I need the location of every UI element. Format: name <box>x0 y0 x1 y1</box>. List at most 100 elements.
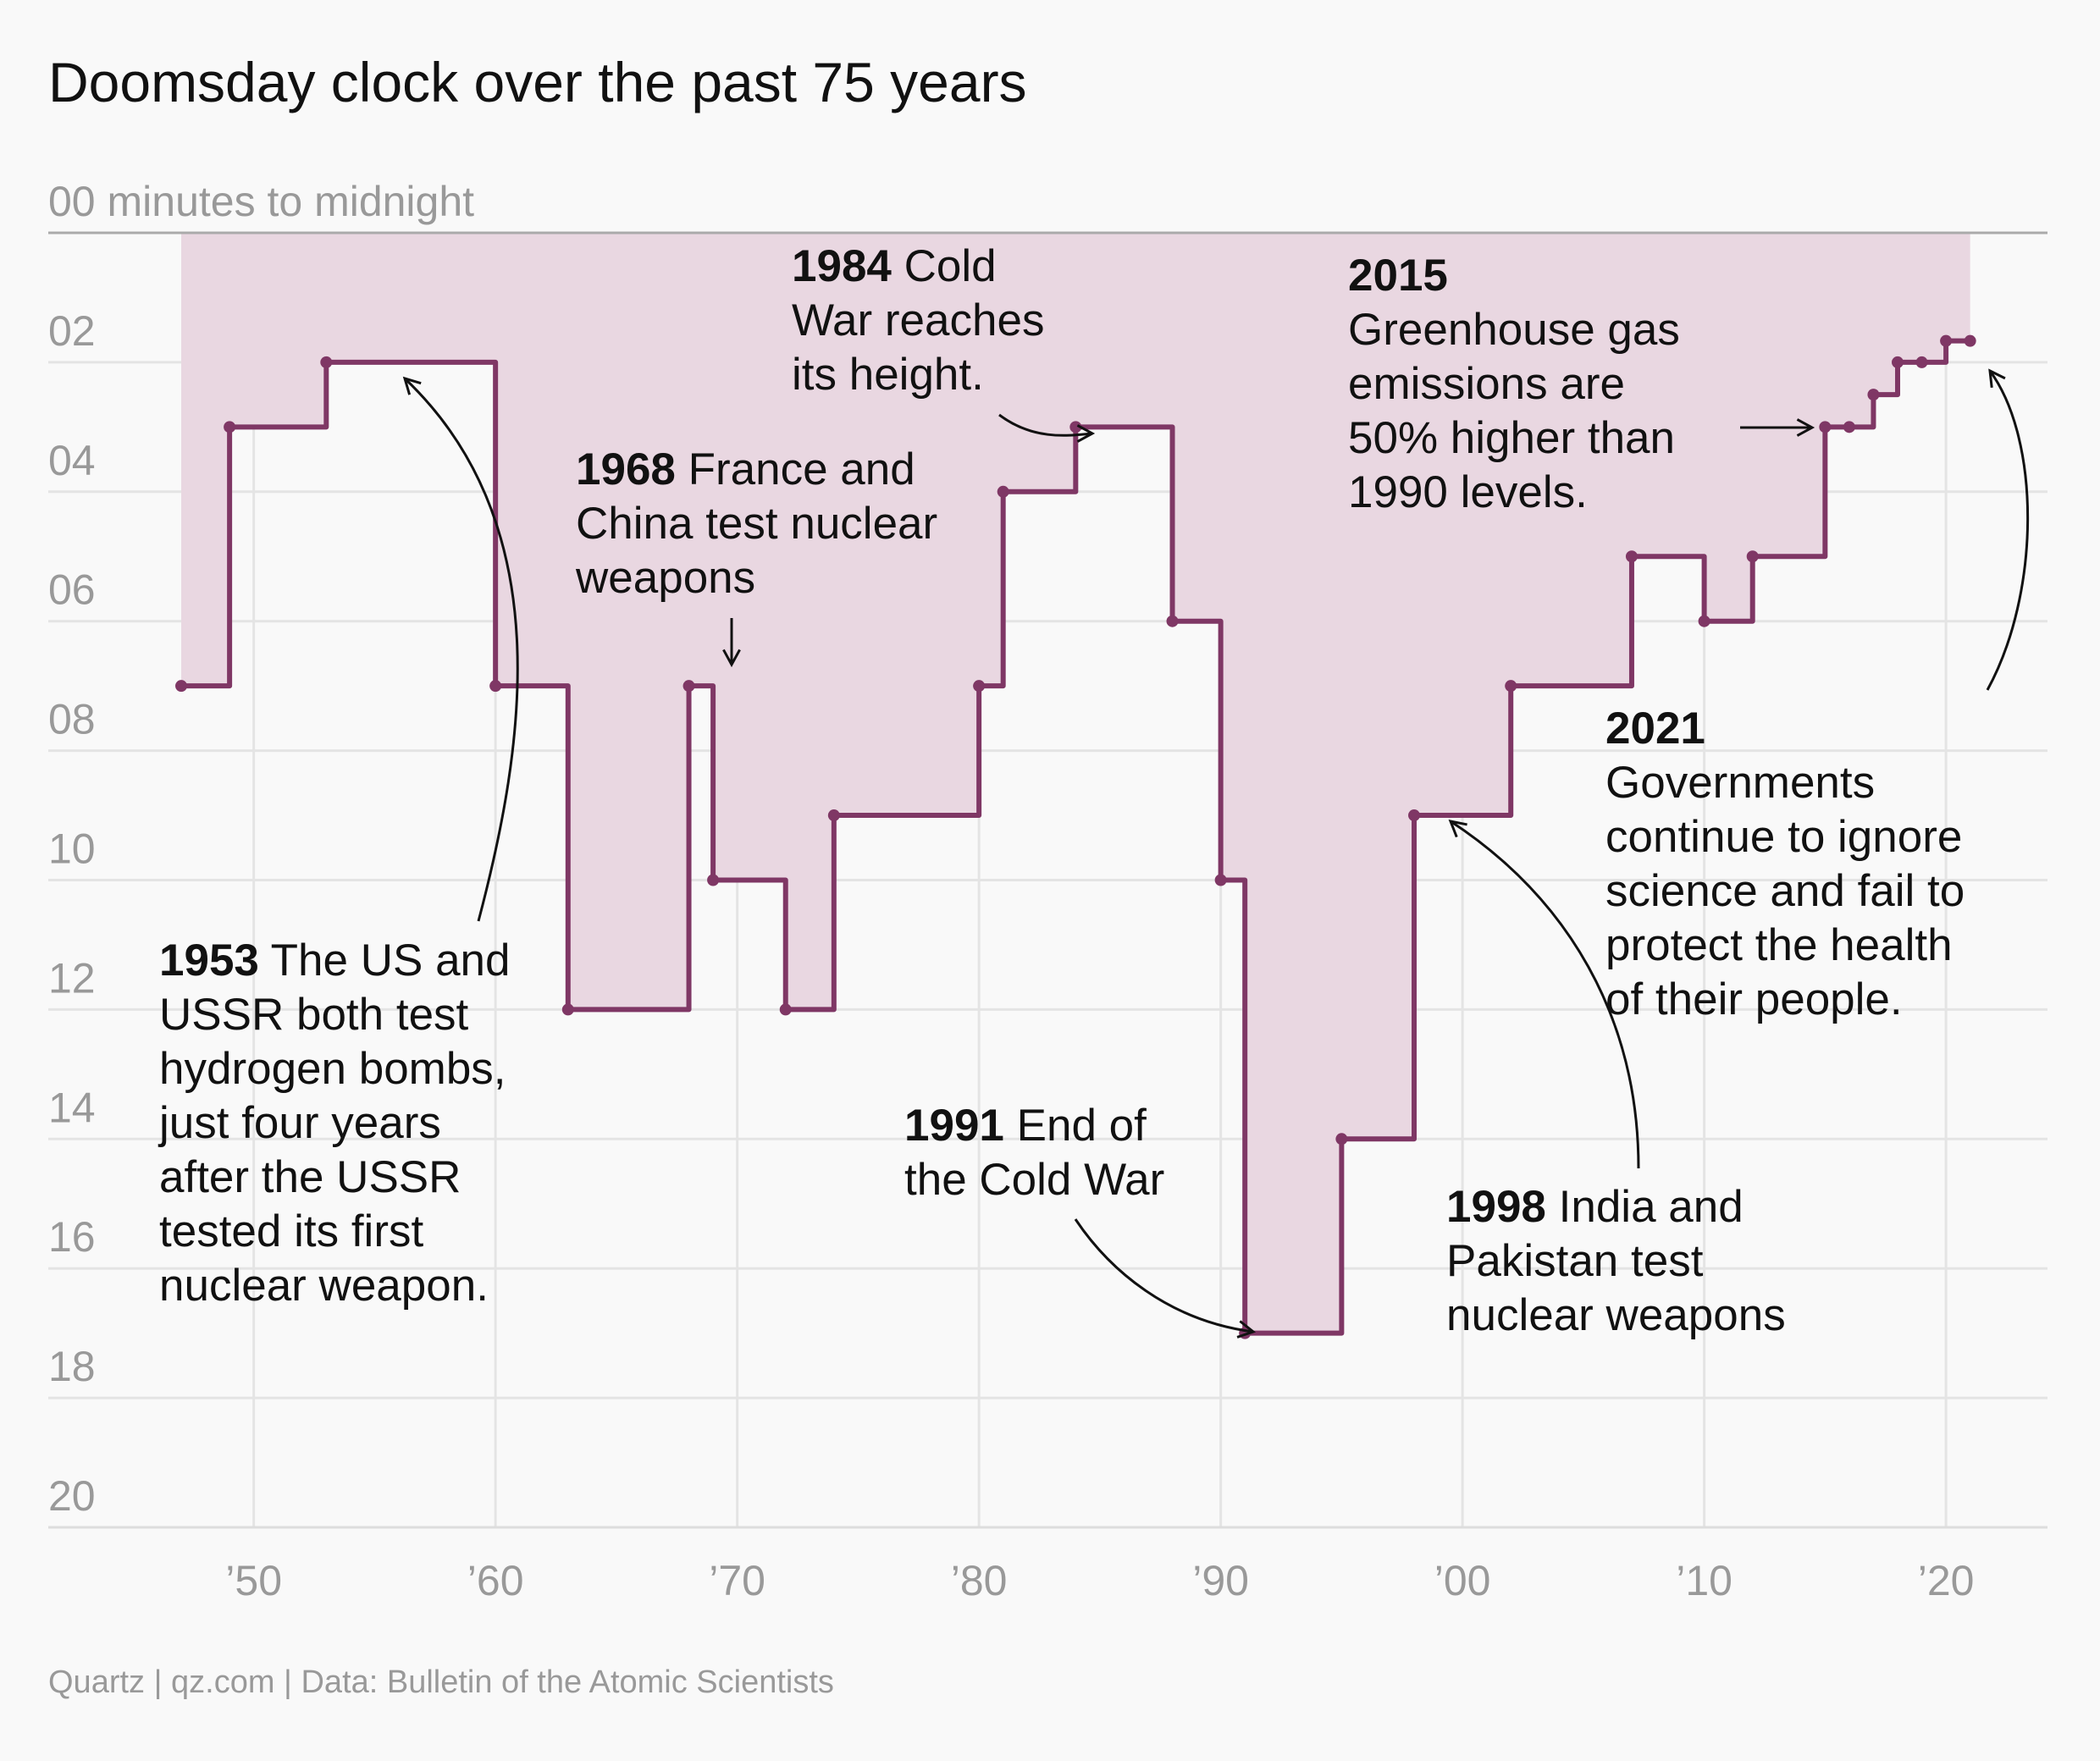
annotation-year: 1991 <box>904 1101 1004 1151</box>
annotation-text: The US and <box>259 936 511 985</box>
annotation-line: nuclear weapons <box>1446 1290 1786 1340</box>
y-tick-label: 20 <box>48 1472 96 1520</box>
data-point <box>997 485 1009 498</box>
x-tick-labels: ’50 ’60 ’70 ’80 ’90 ’00 ’10 ’20 <box>225 1557 1974 1604</box>
data-point <box>1698 615 1710 627</box>
data-point <box>489 680 502 693</box>
arrow-1998 <box>1450 820 1640 1169</box>
data-point <box>561 1003 574 1016</box>
annotation-year: 1953 <box>159 936 259 985</box>
data-point <box>175 680 188 693</box>
data-point <box>827 809 840 822</box>
annotation-line: hydrogen bombs, <box>159 1044 506 1094</box>
annotation-text: End of <box>1004 1101 1147 1151</box>
x-tick-label: ’90 <box>1192 1557 1249 1604</box>
x-tick-label: ’00 <box>1434 1557 1491 1604</box>
data-point <box>1746 550 1759 563</box>
area-fill <box>181 233 1970 1333</box>
annotation-line: 1968 France and <box>576 444 915 494</box>
data-point <box>779 1003 792 1016</box>
arrow-1984-head <box>1076 424 1096 443</box>
annotation-line: Greenhouse gas <box>1348 305 1680 355</box>
annotation-line: its height. <box>792 350 984 400</box>
annotation-arrows <box>402 368 2030 1339</box>
data-point <box>224 421 236 433</box>
annotation-line: War reaches <box>792 295 1044 345</box>
annotation-line: the Cold War <box>904 1155 1164 1205</box>
annotation-line: 50% higher than <box>1348 413 1675 463</box>
arrow-1984 <box>998 413 1093 437</box>
annotation-line: 2021 <box>1605 704 1705 754</box>
x-tick-label: ’80 <box>951 1557 1008 1604</box>
data-point <box>1408 809 1421 822</box>
annotation-line: of their people. <box>1605 974 1903 1024</box>
y-tick-label: 16 <box>48 1213 96 1261</box>
data-point <box>1867 389 1880 401</box>
x-tick-label: ’70 <box>709 1557 765 1604</box>
arrow-1998-head <box>1448 819 1467 838</box>
y-tick-label: 02 <box>48 307 96 355</box>
annotation-year: 1998 <box>1446 1182 1546 1232</box>
annotation-line: 1990 levels. <box>1348 467 1588 517</box>
annotation-year: 2021 <box>1605 704 1705 754</box>
data-point <box>1819 421 1832 433</box>
annotation-line: China test nuclear <box>576 499 937 549</box>
arrow-1968-head <box>722 649 741 668</box>
data-point <box>973 680 986 693</box>
annotation-line: 1991 End of <box>904 1101 1147 1151</box>
chart-title: Doomsday clock over the past 75 years <box>48 51 1027 113</box>
annotation-line: 1953 The US and <box>159 936 511 985</box>
annotation-year: 1984 <box>792 241 892 291</box>
y-tick-label: 10 <box>48 825 96 873</box>
annotation-text: Cold <box>892 241 997 291</box>
annotation-year: 2015 <box>1348 251 1448 301</box>
annotation-line: weapons <box>575 553 755 603</box>
annotation-line: just four years <box>158 1098 441 1148</box>
data-point <box>1505 680 1517 693</box>
data-point <box>1891 356 1904 368</box>
y-tick-label: 04 <box>48 437 96 484</box>
annotation-text: France and <box>676 444 915 494</box>
data-point <box>1964 334 1976 347</box>
annotation-line: continue to ignore <box>1605 812 1962 862</box>
annotation-line: Governments <box>1605 758 1875 808</box>
y-tick-labels: 02 04 06 08 10 12 14 16 18 20 <box>48 307 96 1520</box>
x-tick-label: ’50 <box>225 1557 282 1604</box>
annotation-line: 2015 <box>1348 251 1448 301</box>
y-axis-label: 00 minutes to midnight <box>48 178 474 225</box>
x-tick-label: ’10 <box>1676 1557 1732 1604</box>
y-tick-label: 12 <box>48 954 96 1002</box>
y-tick-label: 08 <box>48 696 96 743</box>
annotation-line: emissions are <box>1348 359 1625 409</box>
data-point <box>1069 421 1082 433</box>
series-points <box>175 334 1976 1339</box>
data-point <box>1166 615 1179 627</box>
annotation-year: 1968 <box>576 444 676 494</box>
data-point <box>1214 874 1227 886</box>
series-line <box>181 338 1970 1336</box>
annotation-line: Pakistan test <box>1446 1236 1704 1286</box>
annotation-line: 1984 Cold <box>792 241 997 291</box>
data-point <box>1843 421 1855 433</box>
arrow-1991-head <box>1236 1320 1257 1339</box>
annotation-line: nuclear weapon. <box>159 1261 489 1311</box>
annotation-line: USSR both test <box>159 990 469 1040</box>
arrow-2015-head <box>1796 418 1815 437</box>
y-tick-label: 18 <box>48 1343 96 1390</box>
x-tick-label: ’60 <box>467 1557 524 1604</box>
data-point <box>682 680 695 693</box>
data-point <box>707 874 720 886</box>
annotation-line: tested its first <box>159 1206 423 1256</box>
arrow-1953-head <box>402 376 422 395</box>
y-tick-label: 14 <box>48 1084 96 1131</box>
arrow-2021 <box>1986 370 2030 691</box>
data-point <box>320 356 333 368</box>
data-point <box>1625 550 1638 563</box>
